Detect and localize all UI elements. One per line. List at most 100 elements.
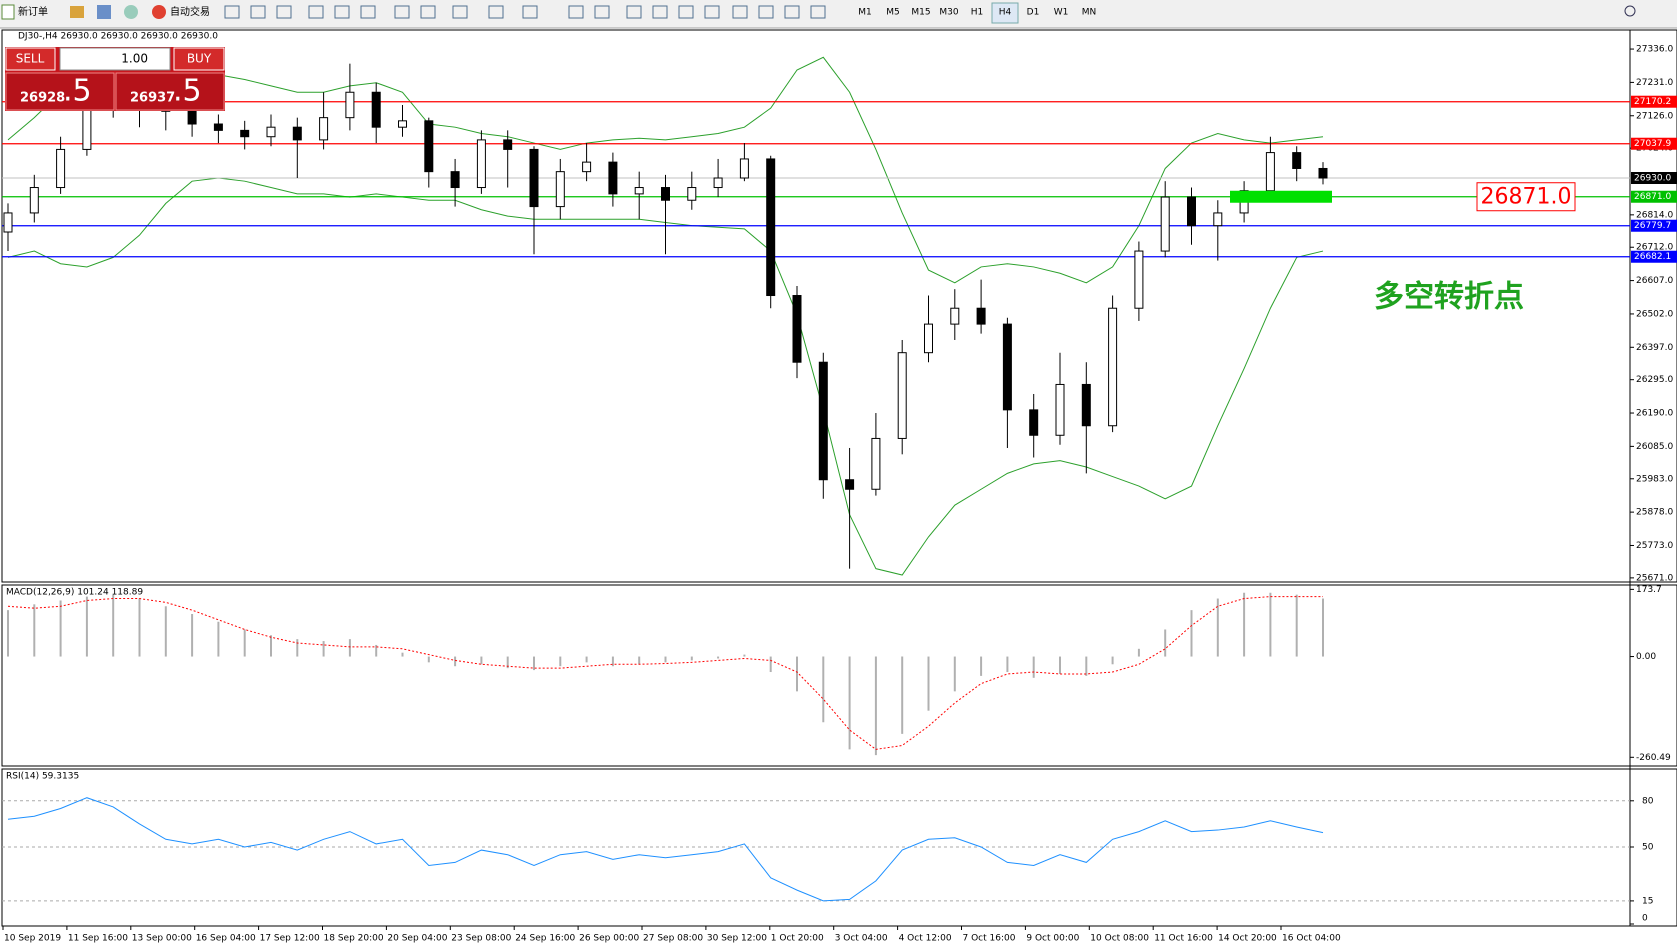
pivot-zone bbox=[1230, 190, 1332, 203]
x-tick-label: 26 Sep 00:00 bbox=[579, 934, 639, 944]
auto-trading-icon[interactable] bbox=[152, 5, 166, 19]
y-tick-label: 27336.0 bbox=[1636, 45, 1673, 55]
tool-icon[interactable] bbox=[704, 5, 720, 19]
level-label-box bbox=[1631, 172, 1677, 185]
x-tick-label: 27 Sep 08:00 bbox=[643, 934, 703, 944]
timeframe[interactable]: M5 bbox=[886, 8, 900, 18]
ask-frac[interactable]: .5 bbox=[173, 74, 202, 109]
x-tick-label: 3 Oct 04:00 bbox=[835, 934, 888, 944]
bid-box[interactable] bbox=[5, 72, 115, 111]
candle-body bbox=[634, 187, 644, 195]
level-label-box bbox=[1631, 95, 1677, 108]
x-tick-label: 10 Oct 08:00 bbox=[1090, 934, 1149, 944]
macd-panel bbox=[1, 584, 1677, 767]
new-order-icon[interactable] bbox=[1, 4, 15, 20]
tool-icon[interactable] bbox=[488, 5, 504, 19]
icon[interactable] bbox=[97, 5, 111, 19]
buy-button[interactable] bbox=[173, 47, 225, 71]
level-label: 26779.7 bbox=[1634, 221, 1671, 231]
tool-icon[interactable] bbox=[626, 5, 642, 19]
search-icon[interactable] bbox=[1624, 5, 1636, 17]
ask-main[interactable]: 26937 bbox=[130, 91, 175, 106]
tool-icon[interactable] bbox=[420, 5, 436, 19]
sell-button[interactable] bbox=[5, 47, 56, 71]
candle-body bbox=[450, 171, 460, 189]
tool-icon[interactable] bbox=[732, 5, 748, 19]
y-tick-label: 25773.0 bbox=[1636, 541, 1673, 551]
candle-body bbox=[240, 129, 250, 138]
icon[interactable] bbox=[70, 6, 84, 18]
tool-icon[interactable] bbox=[678, 5, 694, 19]
candle-body bbox=[292, 126, 302, 141]
tool-icon[interactable] bbox=[594, 5, 610, 19]
bid-frac[interactable]: .5 bbox=[63, 74, 92, 109]
candle-body bbox=[608, 161, 618, 195]
tool-icon[interactable] bbox=[522, 5, 538, 19]
timeframe[interactable]: D1 bbox=[1027, 8, 1040, 18]
tool-icon[interactable] bbox=[394, 5, 410, 19]
timeframe[interactable]: M1 bbox=[858, 8, 872, 18]
candle-body bbox=[555, 171, 565, 208]
y-tick-label: 25878.0 bbox=[1636, 508, 1673, 518]
candle-body bbox=[845, 479, 855, 490]
candle-body bbox=[1081, 383, 1091, 427]
annotation-box bbox=[1476, 182, 1576, 212]
level-label: 27037.9 bbox=[1634, 139, 1671, 149]
y-tick-label: 0.00 bbox=[1636, 652, 1656, 662]
tool-icon[interactable] bbox=[652, 5, 668, 19]
candle-body bbox=[1318, 167, 1328, 179]
tool-icon[interactable] bbox=[568, 5, 584, 19]
rsi-line bbox=[7, 797, 1324, 902]
macd-label: MACD(12,26,9) 101.24 118.89 bbox=[6, 588, 143, 598]
x-axis: 10 Sep 2019 11 Sep 16:00 13 Sep 00:00 16 Se… bbox=[2, 926, 1341, 944]
auto-trading[interactable]: 自动交易 bbox=[170, 5, 210, 18]
tool-icon[interactable] bbox=[276, 5, 292, 19]
candle-body bbox=[56, 148, 66, 189]
rsi-chart: 80 50 15 0 bbox=[2, 796, 1654, 925]
tool-icon[interactable] bbox=[308, 5, 324, 19]
bid-main[interactable]: 26928 bbox=[20, 91, 65, 106]
candle-body bbox=[424, 120, 434, 173]
tool-icon[interactable] bbox=[452, 5, 468, 19]
y-tick-label: 26814.0 bbox=[1636, 210, 1673, 220]
candle-body bbox=[503, 139, 513, 150]
y-tick-label: 26085.0 bbox=[1636, 442, 1673, 452]
level-label-box bbox=[1631, 250, 1677, 263]
x-tick-label: 13 Sep 00:00 bbox=[132, 934, 192, 944]
candle-body bbox=[398, 120, 407, 128]
ask-box[interactable] bbox=[115, 72, 225, 111]
x-tick-label: 11 Oct 16:00 bbox=[1154, 934, 1213, 944]
candle-body bbox=[792, 295, 802, 363]
candle-body bbox=[976, 307, 986, 325]
tool-icon[interactable] bbox=[758, 5, 774, 19]
volume[interactable]: 1.00 bbox=[121, 52, 148, 66]
macd-chart: 173.7 0.00 -260.49 bbox=[7, 585, 1671, 763]
tool-icon[interactable] bbox=[810, 5, 826, 19]
toolbar bbox=[0, 0, 1677, 28]
new-order[interactable]: 新订单 bbox=[18, 5, 48, 18]
timeframe[interactable]: M15 bbox=[911, 8, 930, 18]
x-tick-label: 16 Sep 04:00 bbox=[196, 934, 256, 944]
sell-label[interactable]: SELL bbox=[16, 52, 45, 66]
tool-icon[interactable] bbox=[784, 5, 800, 19]
icon[interactable] bbox=[124, 5, 138, 19]
candle-body bbox=[213, 123, 223, 131]
chart-header: DJ30-,H4 26930.0 26930.0 26930.0 26930.0 bbox=[18, 32, 218, 42]
timeframe[interactable]: H4 bbox=[999, 8, 1012, 18]
timeframe[interactable]: MN bbox=[1082, 8, 1097, 18]
tool-icon[interactable] bbox=[224, 5, 240, 19]
timeframe[interactable]: M30 bbox=[939, 8, 958, 18]
bollinger-upper bbox=[7, 56, 1324, 284]
y-tick-label: 26295.0 bbox=[1636, 375, 1673, 385]
candle-body bbox=[1055, 383, 1065, 436]
tool-icon[interactable] bbox=[334, 5, 350, 19]
timeframe-active[interactable] bbox=[991, 2, 1019, 24]
buy-label[interactable]: BUY bbox=[187, 52, 212, 66]
timeframe[interactable]: W1 bbox=[1054, 8, 1069, 18]
timeframe[interactable]: H1 bbox=[971, 8, 984, 18]
volume-box[interactable] bbox=[59, 47, 171, 71]
tool-icon[interactable] bbox=[250, 5, 266, 19]
tool-icon[interactable] bbox=[360, 5, 376, 19]
x-tick-label: 23 Sep 08:00 bbox=[451, 934, 511, 944]
